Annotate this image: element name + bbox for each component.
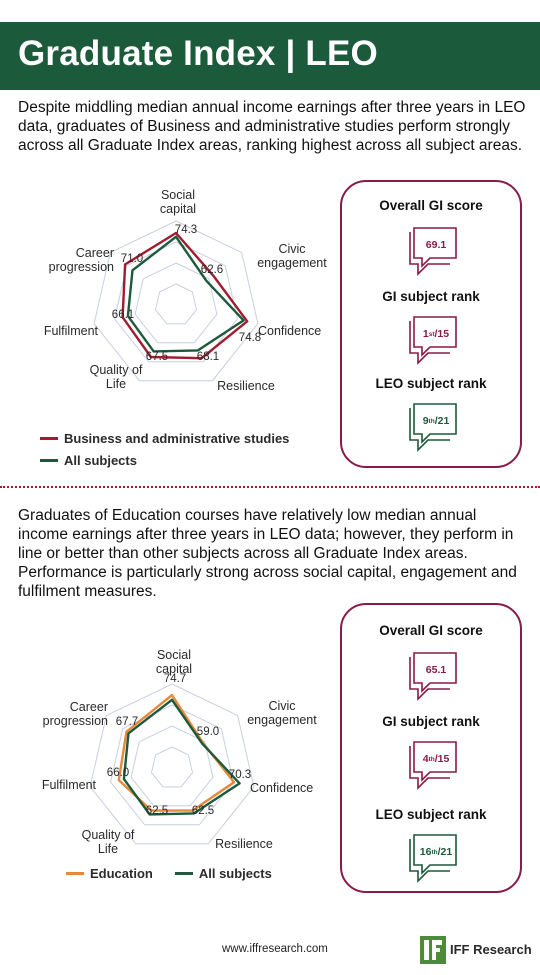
radar-chart-business: Social capital Civic engagement Confidence Re… (44, 188, 327, 393)
data-label-resilience: 68.1 (197, 351, 219, 363)
legend-items: Education All subjects (66, 862, 272, 884)
data-label-social-capital: 74.3 (175, 224, 197, 236)
grid-ring (93, 220, 259, 382)
axis-label-career-progression: Career progression (49, 246, 114, 274)
overall-gi-bubble: 65.1 (400, 649, 462, 705)
legend-swatch-education (66, 871, 84, 875)
legend-label-all-subjects: All subjects (64, 452, 137, 468)
data-label-quality-of-life: 67.5 (146, 351, 168, 363)
overall-gi-bubble: 69.1 (400, 224, 462, 280)
iff-logo: IFF Research (420, 934, 532, 968)
grid-ring (89, 683, 255, 845)
leo-rank-label: LEO subject rank (375, 807, 487, 822)
axis-label-civic-engagement: Civic engagement (247, 699, 317, 727)
radar-chart-education: Social capital Civic engagement Confidence Re… (42, 648, 317, 856)
axis-label-quality-of-life: Quality of Life (82, 828, 135, 856)
section1-description: Despite middling median annual income ea… (18, 99, 526, 154)
series-line-business-and-administrative-studies (121, 231, 249, 360)
iff-logo-text: IFF Research (450, 942, 532, 957)
data-label-social-capital: 74.7 (164, 673, 186, 685)
legend-item-all-subjects: All subjects (40, 449, 289, 471)
series-line-all-subjects (126, 235, 245, 353)
grid-ring (110, 704, 234, 826)
data-label-civic-engagement: 62.6 (201, 264, 223, 276)
axis-label-social-capital: Social capital (160, 188, 196, 216)
gi-rank-label: GI subject rank (382, 289, 480, 304)
legend-swatch-all-subjects (174, 871, 193, 875)
speech-bubble-icon (409, 316, 457, 365)
data-label-quality-of-life: 62.5 (146, 805, 168, 817)
axis-label-resilience: Resilience (217, 379, 275, 393)
leo-rank-label: LEO subject rank (375, 376, 487, 391)
data-label-fulfilment: 66.0 (107, 767, 129, 779)
legend-label-education: Education (90, 865, 153, 881)
axis-label-quality-of-life: Quality of Life (90, 363, 143, 391)
legend-item-business: Business and administrative studies (40, 427, 289, 449)
axis-label-civic-engagement: Civic engagement (257, 242, 327, 270)
axis-label-confidence: Confidence (258, 324, 321, 338)
axis-label-resilience: Resilience (215, 837, 273, 851)
speech-bubble-icon (409, 652, 457, 701)
radar-grid (89, 683, 255, 845)
data-label-confidence: 70.3 (229, 769, 251, 781)
data-label-fulfilment: 66.1 (112, 309, 134, 321)
speech-bubble-icon (409, 834, 457, 883)
axis-label-career-progression: Career progression (43, 700, 108, 728)
overall-gi-label: Overall GI score (379, 623, 483, 638)
data-label-confidence: 74.8 (239, 332, 261, 344)
speech-bubble-icon (409, 227, 457, 276)
overall-gi-value: 69.1 (425, 239, 447, 251)
data-label-career-progression: 67.7 (116, 716, 138, 728)
overall-gi-value: 65.1 (425, 664, 447, 676)
footer-url: www.iffresearch.com (222, 943, 328, 955)
axis-label-confidence: Confidence (250, 781, 313, 795)
axis-label-fulfilment: Fulfilment (42, 778, 97, 792)
speech-bubble-icon (409, 403, 457, 452)
grid-ring (150, 746, 194, 788)
page-title: Graduate Index | LEO (18, 34, 378, 73)
axis-label-social-capital: Social capital (156, 648, 192, 676)
data-label-resilience: 62.5 (192, 805, 214, 817)
legend-swatch-business (40, 436, 58, 440)
series-line-all-subjects (122, 698, 241, 816)
header-banner: Graduate Index | LEO (0, 22, 540, 90)
grid-ring (154, 283, 198, 325)
data-label-civic-engagement: 59.0 (197, 726, 219, 738)
legend-label-all-subjects: All subjects (198, 865, 272, 881)
series-line-education (117, 693, 236, 812)
legend-label-business: Business and administrative studies (64, 430, 290, 446)
legend-business: Business and administrative studies All … (40, 427, 289, 471)
legend-swatch-all-subjects (40, 458, 58, 462)
legend-education: Education All subjects (66, 862, 272, 884)
speech-bubble-icon (409, 741, 457, 790)
overall-gi-label: Overall GI score (379, 198, 483, 213)
section-divider (0, 486, 540, 488)
section2-description: Graduates of Education courses have rela… (18, 507, 517, 600)
iff-logo-icon (420, 936, 446, 964)
data-label-career-progression: 71.0 (121, 253, 143, 265)
gi-rank-label: GI subject rank (382, 714, 480, 729)
axis-label-fulfilment: Fulfilment (44, 324, 99, 338)
